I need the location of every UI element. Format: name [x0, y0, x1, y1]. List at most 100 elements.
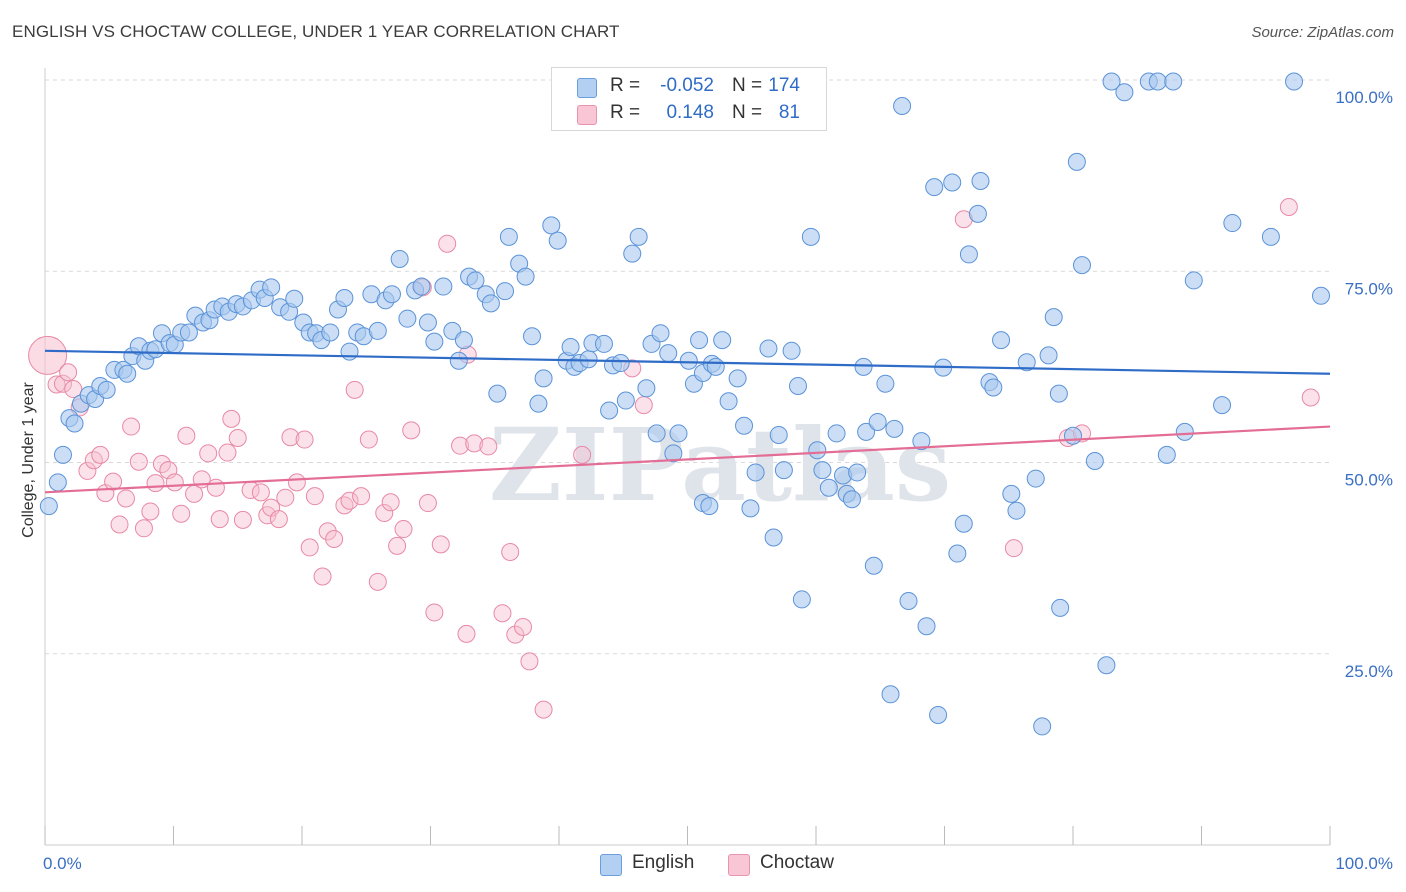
choctaw-point	[359, 430, 378, 449]
choctaw-legend-label: Choctaw	[760, 852, 834, 873]
english-point	[382, 285, 401, 304]
choctaw-point	[345, 380, 364, 399]
english-point	[412, 277, 431, 296]
english-point	[954, 514, 973, 533]
choctaw-point	[64, 380, 83, 399]
english-point	[398, 309, 417, 328]
english-point	[1044, 308, 1063, 327]
choctaw-point	[218, 443, 237, 462]
y-tick-label-75: 75.0%	[1345, 279, 1393, 298]
english-point	[1026, 469, 1045, 488]
choctaw-point	[206, 478, 225, 497]
english-point	[719, 392, 738, 411]
choctaw-point	[172, 504, 191, 523]
english-point	[759, 339, 778, 358]
choctaw-legend-swatch	[728, 854, 750, 876]
english-point	[1175, 422, 1194, 441]
english-point	[1017, 353, 1036, 372]
choctaw-point	[514, 617, 533, 636]
y-tick-label-100: 100.0%	[1335, 88, 1393, 107]
english-point	[1049, 384, 1068, 403]
english-point	[97, 380, 116, 399]
choctaw-point	[305, 487, 324, 506]
y-tick-label-50: 50.0%	[1345, 471, 1393, 490]
english-point	[534, 369, 553, 388]
choctaw-point	[104, 472, 123, 491]
english-r-value: -0.052	[660, 75, 714, 96]
english-point	[499, 227, 518, 246]
english-point	[679, 351, 698, 370]
english-point	[842, 490, 861, 509]
choctaw-point	[573, 445, 592, 464]
choctaw-point	[457, 624, 476, 643]
tick-labels: 25.0% 50.0% 75.0% 100.0% 0.0% 100.0%	[43, 88, 1393, 873]
choctaw-point	[91, 445, 110, 464]
english-point	[529, 394, 548, 413]
english-point	[864, 556, 883, 575]
choctaw-point	[479, 437, 498, 456]
english-point	[893, 97, 912, 116]
english-point	[179, 323, 198, 342]
english-point	[118, 364, 137, 383]
english-point	[454, 331, 473, 350]
choctaw-point	[222, 409, 241, 428]
english-point	[792, 590, 811, 609]
choctaw-swatch	[577, 105, 597, 125]
english-point	[968, 204, 987, 223]
english-point	[600, 401, 619, 420]
english-point	[488, 384, 507, 403]
english-point	[321, 323, 340, 342]
choctaw-point	[325, 530, 344, 548]
english-point	[764, 528, 783, 547]
choctaw-point	[402, 421, 421, 440]
english-point	[629, 227, 648, 246]
english-point	[48, 473, 67, 492]
english-point	[992, 331, 1011, 350]
choctaw-point	[501, 543, 520, 562]
english-point	[542, 216, 561, 235]
english-point	[579, 350, 598, 369]
choctaw-point	[28, 335, 68, 375]
chart-title: ENGLISH VS CHOCTAW COLLEGE, UNDER 1 YEAR…	[12, 22, 620, 41]
english-point	[706, 357, 725, 376]
english-point	[39, 497, 58, 516]
english-point	[594, 334, 613, 353]
choctaw-point	[534, 700, 553, 719]
english-point	[523, 327, 542, 346]
english-swatch	[577, 78, 597, 98]
axes	[44, 68, 1331, 846]
english-point	[1033, 717, 1052, 736]
english-point	[769, 425, 788, 444]
legend-row-choctaw: R = 0.148 N = 81	[552, 101, 826, 127]
choctaw-point	[418, 494, 437, 513]
choctaw-point	[134, 519, 153, 538]
english-point	[1097, 656, 1116, 675]
english-point	[669, 424, 688, 443]
english-point	[876, 374, 895, 393]
english-point	[885, 419, 904, 438]
choctaw-point	[210, 510, 229, 529]
english-point	[881, 685, 900, 704]
english-point	[948, 544, 967, 563]
english-legend-label: English	[632, 852, 695, 873]
choctaw-point	[59, 363, 78, 382]
english-point	[925, 178, 944, 197]
english-point	[1072, 256, 1091, 275]
choctaw-point	[116, 489, 135, 508]
english-point	[481, 294, 500, 313]
choctaw-point	[352, 487, 371, 506]
english-n-label: N =	[732, 75, 763, 96]
choctaw-point	[493, 604, 512, 623]
english-point	[434, 277, 453, 296]
english-point	[774, 461, 793, 480]
english-point	[857, 422, 876, 441]
choctaw-point	[129, 452, 148, 471]
english-point	[848, 463, 867, 482]
english-point	[943, 173, 962, 192]
choctaw-point	[438, 234, 457, 253]
choctaw-point	[165, 473, 184, 492]
english-point	[623, 244, 642, 263]
english-point	[801, 227, 820, 246]
choctaw-point	[47, 375, 66, 394]
